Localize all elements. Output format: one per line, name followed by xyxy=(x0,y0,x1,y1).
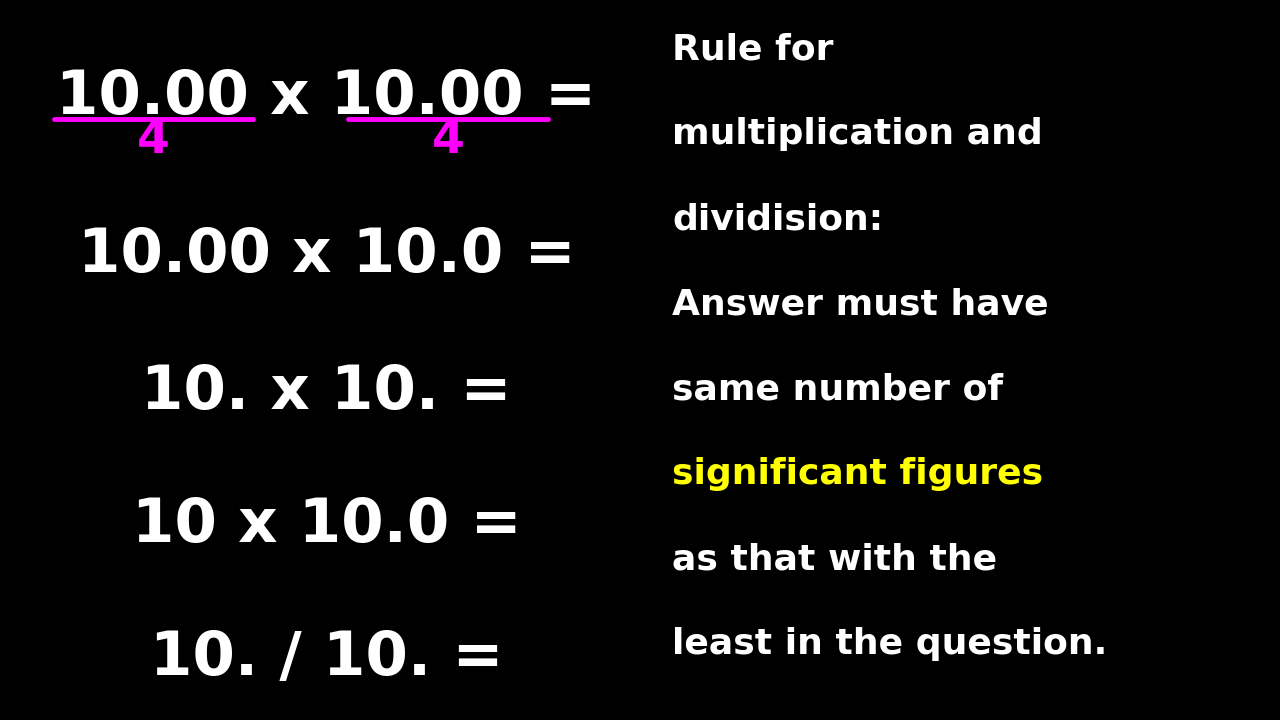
Text: multiplication and: multiplication and xyxy=(672,117,1043,151)
Text: Rule for: Rule for xyxy=(672,32,833,66)
Text: 10.00 x 10.00 =: 10.00 x 10.00 = xyxy=(56,68,596,127)
Text: as that with the: as that with the xyxy=(672,542,997,576)
Text: 10.00 x 10.0 =: 10.00 x 10.0 = xyxy=(78,226,575,285)
Text: 4: 4 xyxy=(431,118,465,163)
Text: significant figures: significant figures xyxy=(672,457,1043,491)
Text: 10. / 10. =: 10. / 10. = xyxy=(150,629,503,688)
Text: 10. x 10. =: 10. x 10. = xyxy=(141,363,512,422)
Text: Answer must have: Answer must have xyxy=(672,287,1048,321)
Text: dividision:: dividision: xyxy=(672,202,883,236)
Text: same number of: same number of xyxy=(672,372,1004,406)
Text: least in the question.: least in the question. xyxy=(672,627,1107,661)
Text: 10 x 10.0 =: 10 x 10.0 = xyxy=(132,496,521,555)
Text: 4: 4 xyxy=(137,118,170,163)
